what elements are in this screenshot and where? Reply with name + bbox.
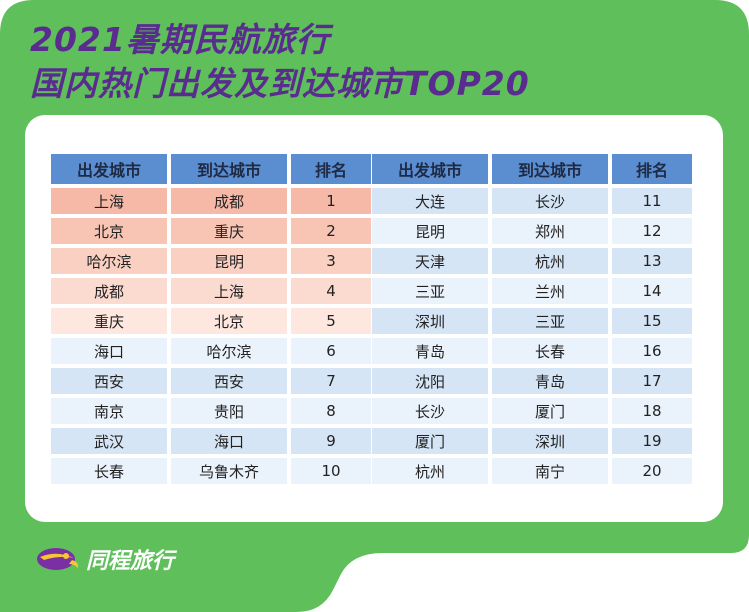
- ranking-table-left: 出发城市 到达城市 排名 上海 成都 1 北京 重庆 2 哈尔滨 昆明 3 成都 上海 4 重庆 北京 5 海…: [47, 150, 375, 488]
- cell-departure: 海口: [51, 338, 167, 364]
- cell-rank: 20: [612, 458, 692, 484]
- cell-departure: 长春: [51, 458, 167, 484]
- title-line-1: 2021暑期民航旅行: [30, 20, 330, 59]
- ranking-table-right: 出发城市 到达城市 排名 大连 长沙 11 昆明 郑州 12 天津 杭州 13 三亚 兰州 14 深圳三…: [368, 150, 696, 488]
- cell-arrival: 长沙: [492, 188, 608, 214]
- header-row: 出发城市 到达城市 排名: [372, 154, 692, 184]
- cell-arrival: 昆明: [171, 248, 287, 274]
- cell-rank: 3: [291, 248, 371, 274]
- cell-arrival: 海口: [171, 428, 287, 454]
- cell-arrival: 重庆: [171, 218, 287, 244]
- cell-rank: 17: [612, 368, 692, 394]
- cell-rank: 16: [612, 338, 692, 364]
- cell-departure: 长沙: [372, 398, 488, 424]
- cell-rank: 6: [291, 338, 371, 364]
- cell-arrival: 哈尔滨: [171, 338, 287, 364]
- cell-rank: 12: [612, 218, 692, 244]
- title-line-2: 国内热门出发及到达城市TOP20: [30, 64, 530, 103]
- table-row: 沈阳 青岛 17: [372, 368, 692, 394]
- header-rank: 排名: [612, 154, 692, 184]
- cell-departure: 三亚: [372, 278, 488, 304]
- cell-departure: 深圳: [372, 308, 488, 334]
- cell-rank: 1: [291, 188, 371, 214]
- cell-departure: 昆明: [372, 218, 488, 244]
- cell-rank: 18: [612, 398, 692, 424]
- header-departure: 出发城市: [372, 154, 488, 184]
- cell-arrival: 三亚: [492, 308, 608, 334]
- header-arrival: 到达城市: [492, 154, 608, 184]
- cell-rank: 15: [612, 308, 692, 334]
- cell-arrival: 贵阳: [171, 398, 287, 424]
- brand-name: 同程旅行: [86, 549, 175, 574]
- table-row: 重庆 北京 5: [51, 308, 371, 334]
- cell-arrival: 北京: [171, 308, 287, 334]
- cell-rank: 13: [612, 248, 692, 274]
- header-rank: 排名: [291, 154, 371, 184]
- table-row: 哈尔滨 昆明 3: [51, 248, 371, 274]
- cell-rank: 10: [291, 458, 371, 484]
- table-row: 三亚 兰州 14: [372, 278, 692, 304]
- table-row: 长沙 厦门 18: [372, 398, 692, 424]
- cell-rank: 14: [612, 278, 692, 304]
- table-row: 长春 乌鲁木齐 10: [51, 458, 371, 484]
- cell-departure: 上海: [51, 188, 167, 214]
- brand-logo-icon: [37, 548, 79, 570]
- cell-arrival: 杭州: [492, 248, 608, 274]
- cell-arrival: 郑州: [492, 218, 608, 244]
- cell-arrival: 兰州: [492, 278, 608, 304]
- table-row: 北京 重庆 2: [51, 218, 371, 244]
- cell-departure: 哈尔滨: [51, 248, 167, 274]
- brand-logo: 同程旅行: [36, 543, 174, 575]
- cell-arrival: 南宁: [492, 458, 608, 484]
- cell-arrival: 西安: [171, 368, 287, 394]
- cell-rank: 4: [291, 278, 371, 304]
- table-row: 杭州 南宁 20: [372, 458, 692, 484]
- cell-arrival: 长春: [492, 338, 608, 364]
- table-row: 大连 长沙 11: [372, 188, 692, 214]
- cell-departure: 武汉: [51, 428, 167, 454]
- table-row: 南京 贵阳 8: [51, 398, 371, 424]
- cell-departure: 沈阳: [372, 368, 488, 394]
- cell-departure: 杭州: [372, 458, 488, 484]
- cell-rank: 8: [291, 398, 371, 424]
- cell-rank: 2: [291, 218, 371, 244]
- cell-arrival: 乌鲁木齐: [171, 458, 287, 484]
- cell-rank: 9: [291, 428, 371, 454]
- cell-departure: 北京: [51, 218, 167, 244]
- table-row: 西安 西安 7: [51, 368, 371, 394]
- table-row: 成都 上海 4: [51, 278, 371, 304]
- table-row: 海口 哈尔滨 6: [51, 338, 371, 364]
- cell-departure: 天津: [372, 248, 488, 274]
- cell-rank: 7: [291, 368, 371, 394]
- cell-arrival: 成都: [171, 188, 287, 214]
- cell-rank: 19: [612, 428, 692, 454]
- cell-departure: 西安: [51, 368, 167, 394]
- header-row: 出发城市 到达城市 排名: [51, 154, 371, 184]
- cell-departure: 成都: [51, 278, 167, 304]
- cell-arrival: 上海: [171, 278, 287, 304]
- cell-departure: 重庆: [51, 308, 167, 334]
- table-row: 上海 成都 1: [51, 188, 371, 214]
- cell-rank: 11: [612, 188, 692, 214]
- table-row: 武汉 海口 9: [51, 428, 371, 454]
- table-row: 昆明 郑州 12: [372, 218, 692, 244]
- cell-rank: 5: [291, 308, 371, 334]
- cell-arrival: 深圳: [492, 428, 608, 454]
- cell-departure: 大连: [372, 188, 488, 214]
- cell-departure: 南京: [51, 398, 167, 424]
- cell-arrival: 青岛: [492, 368, 608, 394]
- table-row: 天津 杭州 13: [372, 248, 692, 274]
- table-row: 青岛 长春 16: [372, 338, 692, 364]
- cell-departure: 青岛: [372, 338, 488, 364]
- header-arrival: 到达城市: [171, 154, 287, 184]
- cell-departure: 厦门: [372, 428, 488, 454]
- cell-arrival: 厦门: [492, 398, 608, 424]
- header-departure: 出发城市: [51, 154, 167, 184]
- table-row: 深圳 三亚 15: [372, 308, 692, 334]
- table-row: 厦门 深圳 19: [372, 428, 692, 454]
